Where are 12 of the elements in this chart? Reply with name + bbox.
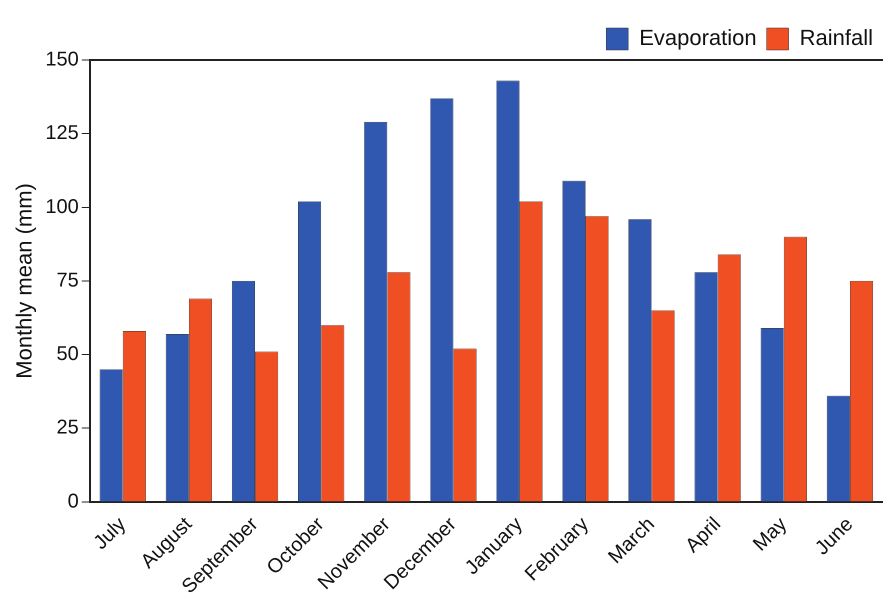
y-tick-label: 25: [56, 416, 79, 439]
y-tick-label: 50: [56, 343, 79, 366]
y-tick-label: 150: [45, 48, 79, 71]
legend-label: Evaporation: [639, 25, 757, 50]
y-tick-label: 100: [45, 196, 79, 218]
x-tick-label: July: [90, 513, 130, 554]
y-tick-label: 125: [45, 122, 79, 144]
y-axis-title: Monthly mean (mm): [11, 183, 36, 379]
legend-label: Rainfall: [800, 25, 874, 50]
x-tick-label: May: [749, 513, 792, 556]
y-tick-label: 75: [56, 269, 79, 292]
y-tick-label: 0: [68, 490, 79, 512]
